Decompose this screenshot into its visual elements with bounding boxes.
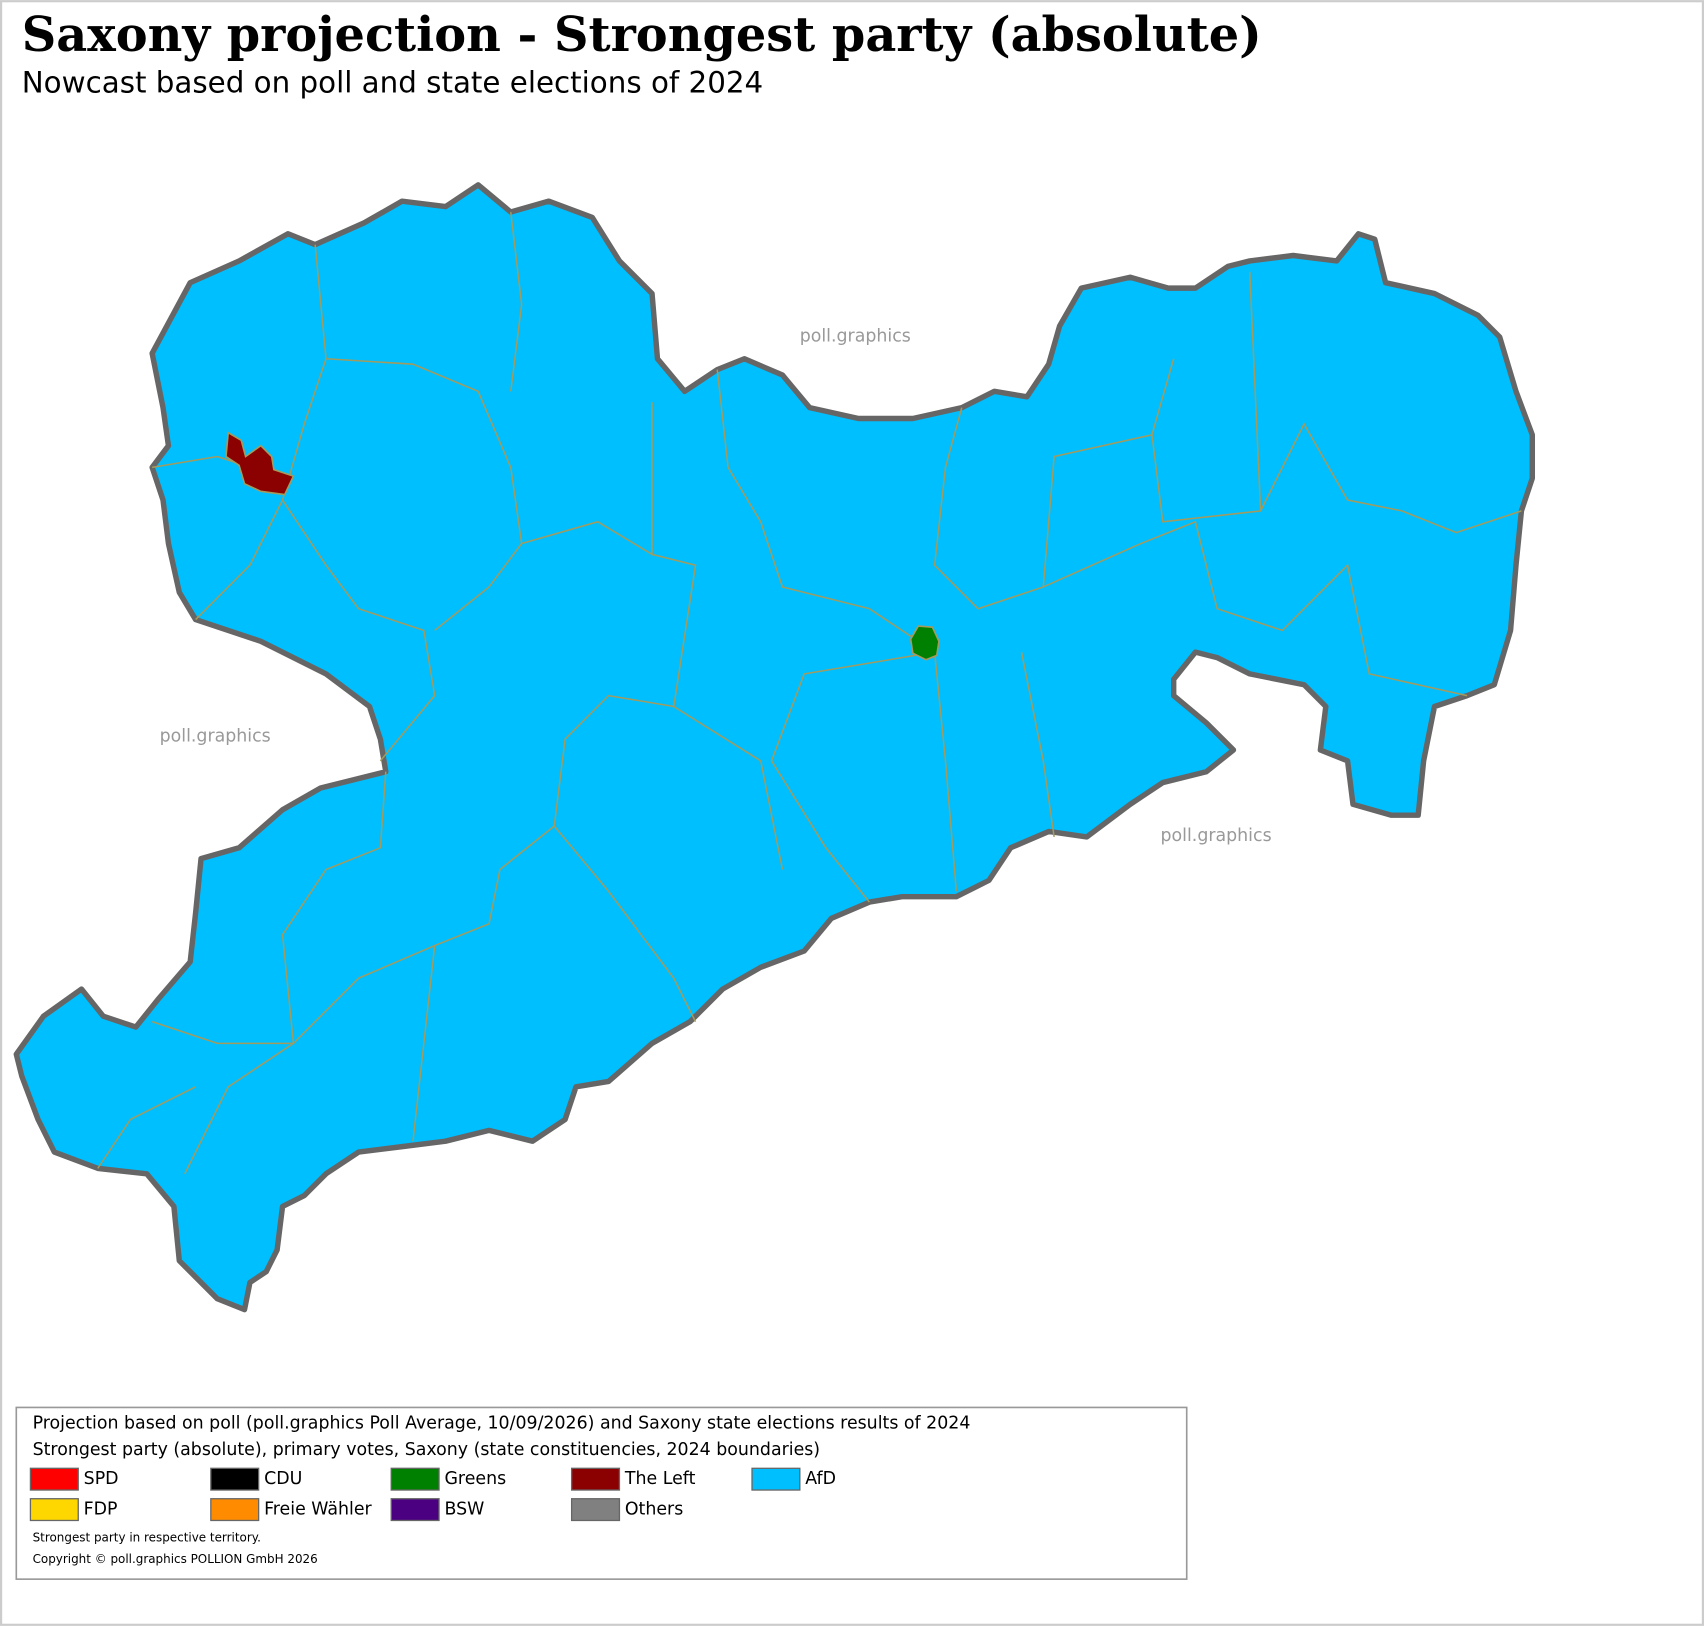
state-area [13, 182, 1536, 1313]
legend-label: The Left [624, 1469, 696, 1489]
legend-label: SPD [84, 1469, 119, 1489]
constituency-borders [97, 211, 1522, 1175]
legend-swatch [751, 1467, 801, 1491]
watermark: poll.graphics [160, 726, 271, 746]
watermark: poll.graphics [1160, 826, 1271, 846]
legend-swatch [29, 1467, 79, 1491]
region-greens [909, 625, 940, 661]
legend-swatch [390, 1498, 440, 1522]
legend-swatch [210, 1498, 260, 1522]
legend-label: BSW [444, 1500, 484, 1520]
legend: Projection based on poll (poll.graphics … [15, 1406, 1188, 1580]
legend-swatch [29, 1498, 79, 1522]
legend-label: Greens [444, 1469, 506, 1489]
region-the-left [225, 431, 295, 496]
title: Saxony projection - Strongest party (abs… [22, 7, 1262, 63]
legend-swatch [570, 1498, 621, 1522]
legend-line: Strongest party (absolute), primary vote… [33, 1440, 821, 1460]
legend-label: FDP [84, 1500, 118, 1520]
watermark: poll.graphics [800, 326, 911, 346]
legend-box [15, 1406, 1188, 1580]
legend-note: Copyright © poll.graphics POLLION GmbH 2… [33, 1552, 318, 1566]
legend-line: Projection based on poll (poll.graphics … [33, 1414, 971, 1434]
legend-swatch [570, 1467, 621, 1491]
legend-swatch [390, 1467, 440, 1491]
legend-label: AfD [805, 1469, 836, 1489]
legend-label: Others [625, 1500, 683, 1520]
legend-label: Freie Wähler [264, 1500, 372, 1520]
legend-label: CDU [264, 1469, 302, 1489]
subtitle: Nowcast based on poll and state election… [22, 65, 763, 99]
legend-note: Strongest party in respective territory. [33, 1530, 261, 1544]
map [13, 182, 1536, 1313]
legend-swatch [210, 1467, 260, 1491]
